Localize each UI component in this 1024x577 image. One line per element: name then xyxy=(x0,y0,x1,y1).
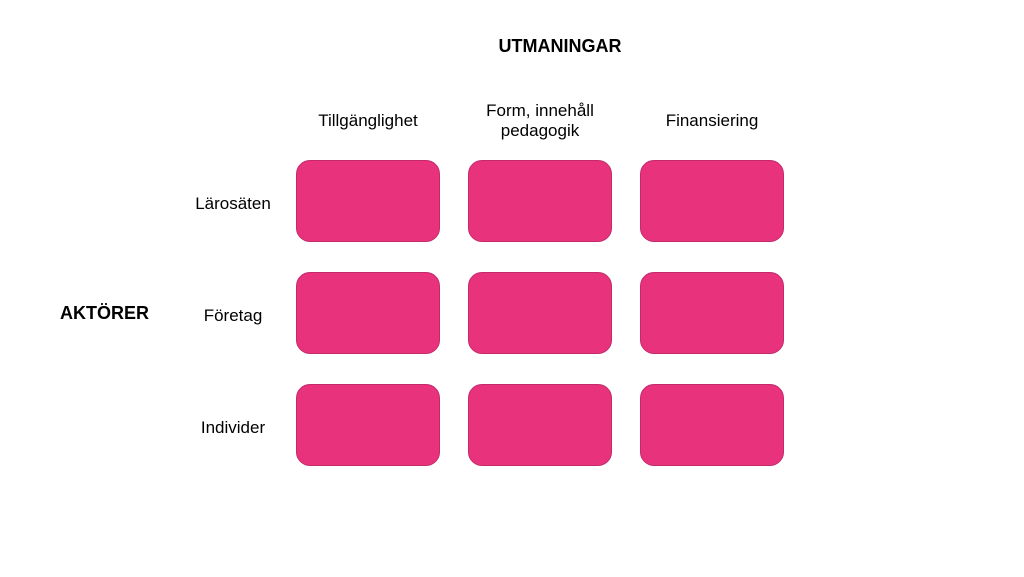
matrix-cell xyxy=(640,272,784,354)
row-label-0: Lärosäten xyxy=(178,192,288,216)
diagram-canvas: UTMANINGAR AKTÖRER Tillgänglighet Form, … xyxy=(0,0,1024,577)
matrix-cell xyxy=(296,384,440,466)
matrix-cell xyxy=(296,272,440,354)
col-header-2: Finansiering xyxy=(640,96,784,146)
matrix-cell xyxy=(468,384,612,466)
matrix-cell xyxy=(640,160,784,242)
row-label-2: Individer xyxy=(178,416,288,440)
row-label-1: Företag xyxy=(178,304,288,328)
side-axis-title: AKTÖRER xyxy=(60,303,180,327)
matrix-cell xyxy=(468,160,612,242)
top-axis-title: UTMANINGAR xyxy=(460,36,660,60)
matrix-cell xyxy=(640,384,784,466)
matrix-cell xyxy=(468,272,612,354)
col-header-1: Form, innehåll pedagogik xyxy=(460,96,620,146)
col-header-0: Tillgänglighet xyxy=(296,96,440,146)
matrix-cell xyxy=(296,160,440,242)
